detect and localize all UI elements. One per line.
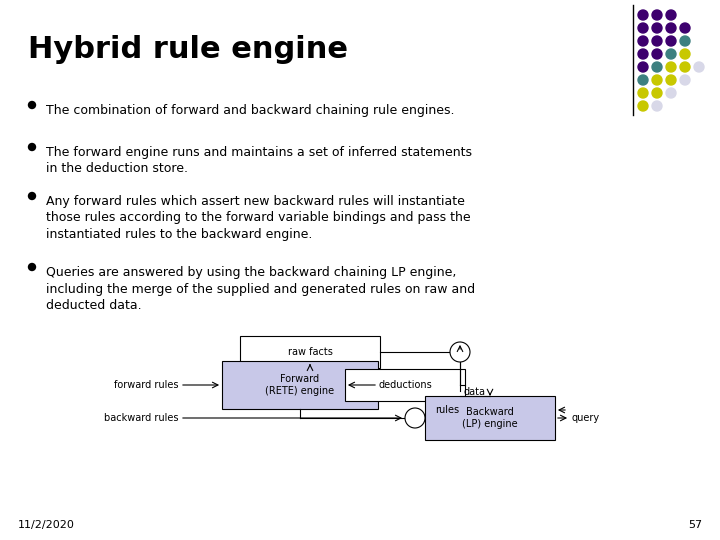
Circle shape xyxy=(652,23,662,33)
Text: Hybrid rule engine: Hybrid rule engine xyxy=(28,35,348,64)
Bar xyxy=(240,336,380,368)
Circle shape xyxy=(652,36,662,46)
Circle shape xyxy=(29,102,35,109)
Circle shape xyxy=(694,62,704,72)
Circle shape xyxy=(405,408,425,428)
Circle shape xyxy=(680,49,690,59)
Circle shape xyxy=(638,36,648,46)
Circle shape xyxy=(29,192,35,199)
Text: rules: rules xyxy=(435,405,459,415)
Circle shape xyxy=(638,10,648,20)
Circle shape xyxy=(29,144,35,151)
Circle shape xyxy=(666,88,676,98)
Text: Forward
(RETE) engine: Forward (RETE) engine xyxy=(266,374,335,396)
Circle shape xyxy=(652,75,662,85)
Text: data: data xyxy=(463,387,485,397)
Bar xyxy=(345,369,465,401)
Text: query: query xyxy=(572,413,600,423)
Bar xyxy=(425,396,555,440)
Circle shape xyxy=(666,10,676,20)
Text: Queries are answered by using the backward chaining LP engine,
including the mer: Queries are answered by using the backwa… xyxy=(46,266,475,312)
Bar xyxy=(222,361,378,409)
Text: backward rules: backward rules xyxy=(104,413,178,423)
Circle shape xyxy=(652,62,662,72)
Text: raw facts: raw facts xyxy=(287,347,333,357)
Circle shape xyxy=(652,88,662,98)
Text: The forward engine runs and maintains a set of inferred statements
in the deduct: The forward engine runs and maintains a … xyxy=(46,146,472,176)
Circle shape xyxy=(450,342,470,362)
Circle shape xyxy=(638,88,648,98)
Circle shape xyxy=(638,49,648,59)
Circle shape xyxy=(652,101,662,111)
Circle shape xyxy=(680,62,690,72)
Circle shape xyxy=(666,23,676,33)
Circle shape xyxy=(680,75,690,85)
Circle shape xyxy=(666,36,676,46)
Circle shape xyxy=(666,75,676,85)
Circle shape xyxy=(638,75,648,85)
Text: 11/2/2020: 11/2/2020 xyxy=(18,520,75,530)
Text: forward rules: forward rules xyxy=(114,380,178,390)
Circle shape xyxy=(638,101,648,111)
Circle shape xyxy=(652,49,662,59)
Circle shape xyxy=(666,49,676,59)
Circle shape xyxy=(652,10,662,20)
Circle shape xyxy=(638,23,648,33)
Circle shape xyxy=(666,62,676,72)
Circle shape xyxy=(680,23,690,33)
Text: Backward
(LP) engine: Backward (LP) engine xyxy=(462,407,518,429)
Circle shape xyxy=(680,36,690,46)
Text: Any forward rules which assert new backward rules will instantiate
those rules a: Any forward rules which assert new backw… xyxy=(46,195,471,241)
Text: The combination of forward and backward chaining rule engines.: The combination of forward and backward … xyxy=(46,104,454,117)
Text: 57: 57 xyxy=(688,520,702,530)
Circle shape xyxy=(638,62,648,72)
Text: deductions: deductions xyxy=(378,380,432,390)
Circle shape xyxy=(29,264,35,271)
